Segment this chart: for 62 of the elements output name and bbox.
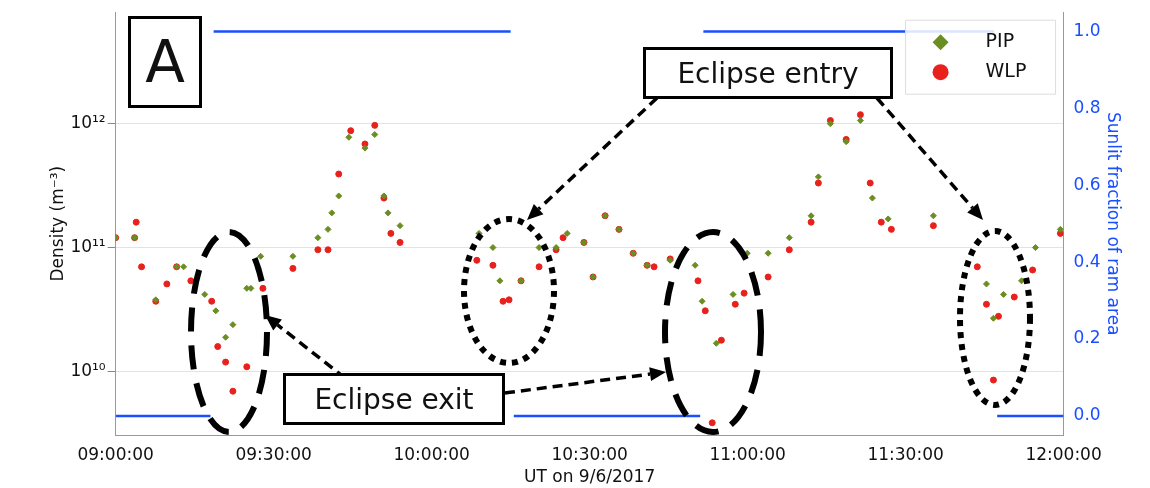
point [698,297,706,305]
y2-tick-label: 0.8 [1073,96,1101,117]
annotation: Eclipse exit [283,373,505,425]
point [563,229,571,237]
y2-tick-label: 1.0 [1073,19,1101,40]
legend-label: WLP [985,59,1027,82]
point [535,244,543,252]
point [1000,290,1008,298]
point [814,173,822,181]
point [396,222,404,230]
y-tick-label: 10¹² [70,111,106,132]
point [384,209,392,217]
point [345,133,353,141]
y-axis-title: Density (m⁻³) [46,165,67,282]
x-tick-label: 11:00:00 [709,443,786,464]
point [289,252,297,260]
y2-tick-label: 0.0 [1073,404,1101,425]
x-tick-label: 11:30:00 [867,443,944,464]
point [982,280,990,288]
y2-tick-label: 0.4 [1073,250,1101,271]
point [929,212,937,220]
point [361,144,369,152]
point [324,225,332,233]
x-tick-label: 10:00:00 [393,443,470,464]
point [868,194,876,202]
point [201,290,209,298]
y2-tick-label: 0.6 [1073,173,1101,194]
point [222,333,230,341]
point [180,263,188,271]
point [1031,244,1039,252]
point [212,307,220,315]
point [489,244,497,252]
point [314,234,322,242]
y2-axis-title: Sunlit fraction of ram area [1104,111,1125,336]
x-tick-label: 10:30:00 [551,443,628,464]
point [1056,225,1064,233]
point [328,209,336,217]
x-tick-label: 09:00:00 [77,443,154,464]
point [884,215,892,223]
y2-tick-label: 0.2 [1073,327,1101,348]
point [229,321,237,329]
x-tick-label: 09:30:00 [235,443,312,464]
x-tick-label: 12:00:00 [1025,443,1102,464]
point [989,314,997,322]
point [785,234,793,242]
point [712,339,720,347]
legend-label: PIP [985,29,1015,52]
point [247,284,255,292]
x-axis-title: UT on 9/6/2017 [524,466,656,487]
annotation: Eclipse entry [643,47,893,99]
point [807,212,815,220]
y-tick-label: 10¹¹ [70,235,106,256]
point [257,252,265,260]
point [335,192,343,200]
point [856,117,864,125]
y-tick-label: 10¹⁰ [70,360,106,381]
point [729,290,737,298]
annotation: A [128,16,202,108]
point [764,249,772,257]
point [371,131,379,139]
point [496,277,504,285]
point [691,261,699,269]
